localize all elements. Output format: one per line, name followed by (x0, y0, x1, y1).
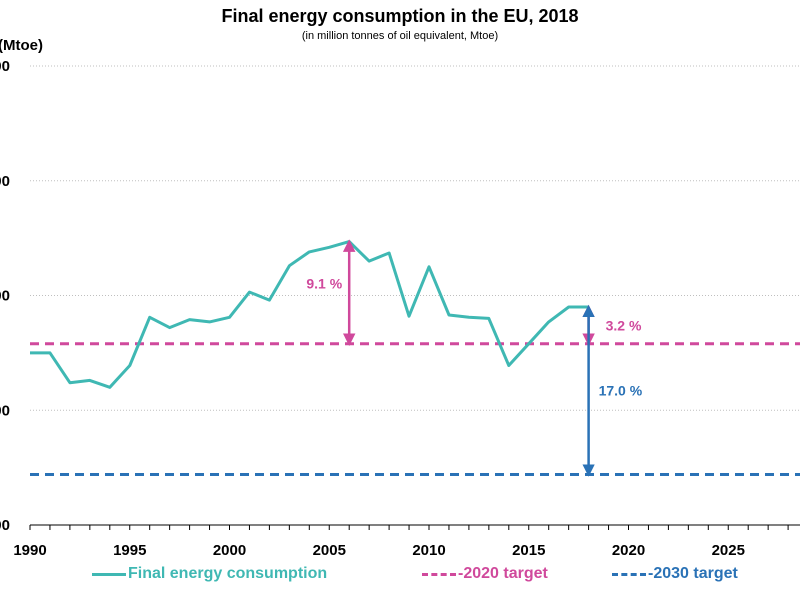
annotation-label: 3.2 % (606, 317, 642, 333)
annotation-label: 9.1 % (306, 276, 342, 292)
x-tick-label: 2025 (712, 542, 745, 559)
legend: Final energy consumption -2020 target -2… (0, 562, 800, 588)
y-tick-label: 000 (0, 517, 10, 534)
x-tick-label: 2015 (512, 542, 545, 559)
y-tick-label: 400 (0, 58, 10, 75)
x-tick-label: 2020 (612, 542, 645, 559)
legend-swatch-2020-target (422, 572, 456, 576)
x-tick-label: 2005 (313, 542, 346, 559)
legend-label-2020-target: -2020 target (458, 565, 548, 582)
legend-swatch-consumption (92, 572, 126, 576)
x-tick-label: 2000 (213, 542, 246, 559)
legend-label-consumption: Final energy consumption (128, 565, 328, 582)
y-axis-label: (Mtoe) (0, 37, 43, 54)
legend-item-consumption: Final energy consumption (92, 562, 327, 586)
x-tick-label: 2010 (412, 542, 445, 559)
x-tick-label: 1995 (113, 542, 146, 559)
legend-swatch-2030-target (612, 572, 646, 576)
y-tick-label: 200 (0, 288, 10, 305)
chart-subtitle: (in million tonnes of oil equivalent, Mt… (301, 30, 499, 42)
annotation-label: 17.0 % (599, 383, 643, 399)
chart-title: Final energy consumption in the EU, 2018 (221, 6, 579, 26)
y-tick-label: 100 (0, 402, 10, 419)
y-tick-label: 300 (0, 173, 10, 190)
legend-item-2030-target: -2030 target (612, 562, 738, 586)
consumption-line (30, 240, 589, 389)
legend-label-2030-target: -2030 target (648, 565, 738, 582)
x-tick-label: 1990 (13, 542, 46, 559)
legend-item-2020-target: -2020 target (422, 562, 548, 586)
